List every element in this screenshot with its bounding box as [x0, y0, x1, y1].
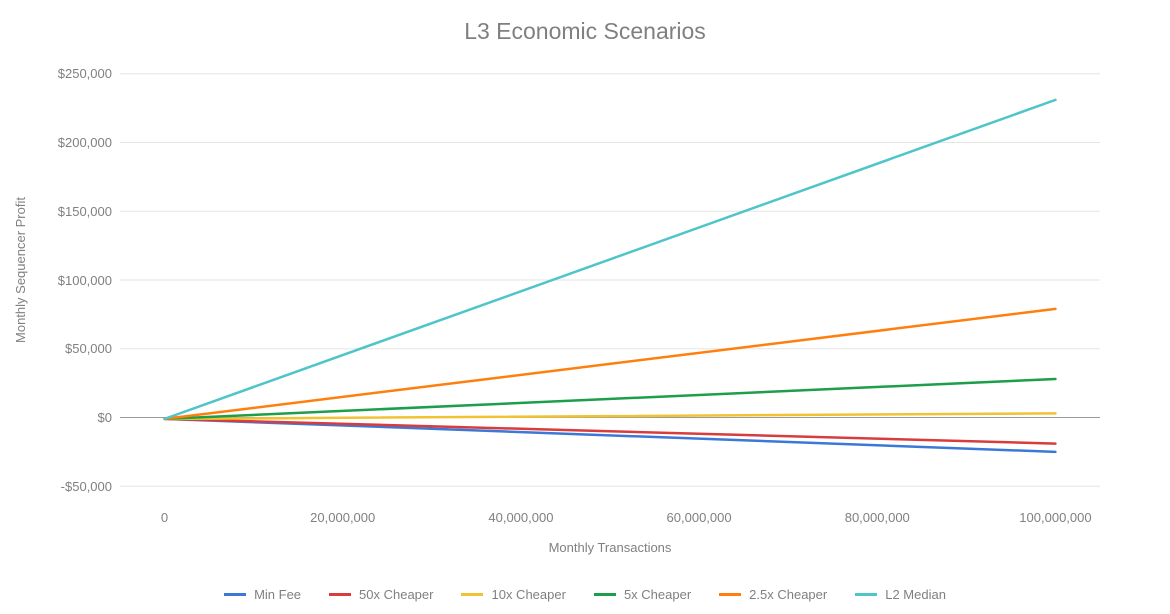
- y-tick-label: $150,000: [58, 204, 112, 219]
- legend-item: 2.5x Cheaper: [719, 587, 827, 602]
- legend: Min Fee 50x Cheaper 10x Cheaper 5x Cheaper 2…: [0, 587, 1170, 602]
- x-tick-label: 80,000,000: [845, 510, 910, 525]
- legend-swatch: [461, 593, 483, 596]
- legend-item: 50x Cheaper: [329, 587, 433, 602]
- legend-label: 50x Cheaper: [359, 587, 433, 602]
- legend-swatch: [329, 593, 351, 596]
- legend-label: 10x Cheaper: [491, 587, 565, 602]
- y-tick-label: -$50,000: [61, 479, 112, 494]
- series-line: [165, 379, 1056, 419]
- x-axis-label: Monthly Transactions: [120, 540, 1100, 555]
- x-tick-label: 40,000,000: [488, 510, 553, 525]
- legend-label: 2.5x Cheaper: [749, 587, 827, 602]
- chart-title: L3 Economic Scenarios: [0, 18, 1170, 45]
- series-line: [165, 419, 1056, 444]
- plot-area: [120, 60, 1100, 500]
- y-tick-label: $100,000: [58, 273, 112, 288]
- y-tick-label: $0: [98, 410, 112, 425]
- series-line: [165, 100, 1056, 419]
- x-tick-label: 20,000,000: [310, 510, 375, 525]
- y-tick-label: $250,000: [58, 66, 112, 81]
- series-line: [165, 309, 1056, 419]
- legend-item: Min Fee: [224, 587, 301, 602]
- legend-swatch: [855, 593, 877, 596]
- x-tick-label: 60,000,000: [667, 510, 732, 525]
- x-tick-label: 100,000,000: [1019, 510, 1091, 525]
- series-line: [165, 413, 1056, 419]
- legend-label: L2 Median: [885, 587, 946, 602]
- legend-swatch: [224, 593, 246, 596]
- y-tick-label: $200,000: [58, 135, 112, 150]
- chart-container: L3 Economic Scenarios Monthly Sequencer …: [0, 0, 1170, 614]
- legend-swatch: [719, 593, 741, 596]
- legend-item: L2 Median: [855, 587, 946, 602]
- y-tick-label: $50,000: [65, 341, 112, 356]
- legend-item: 10x Cheaper: [461, 587, 565, 602]
- legend-label: Min Fee: [254, 587, 301, 602]
- legend-label: 5x Cheaper: [624, 587, 691, 602]
- legend-swatch: [594, 593, 616, 596]
- legend-item: 5x Cheaper: [594, 587, 691, 602]
- x-tick-label: 0: [161, 510, 168, 525]
